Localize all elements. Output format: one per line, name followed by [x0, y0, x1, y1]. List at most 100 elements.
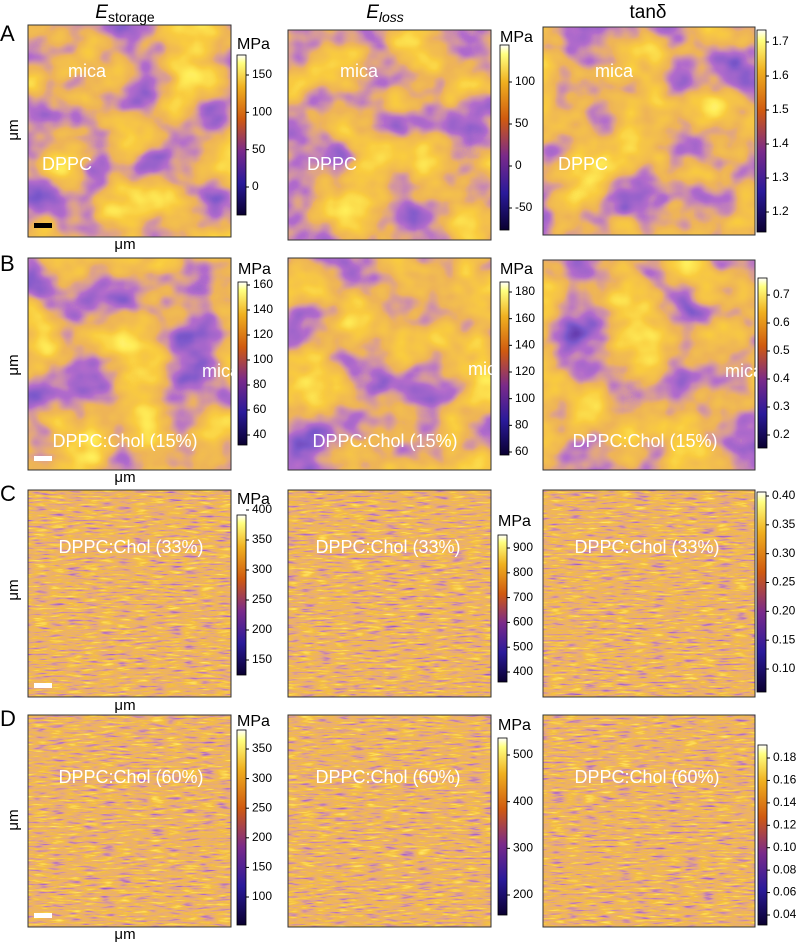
colorbar-tick-label: 150 [252, 652, 272, 666]
colorbar-tick-label: 1.3 [772, 170, 789, 184]
colorbar-tick-label: 0.15 [772, 632, 796, 646]
image-label: mica [725, 361, 764, 381]
colorbar [757, 744, 768, 926]
colorbar-tick-label: 1.6 [772, 68, 789, 82]
y-axis-label: μm [5, 579, 22, 600]
image-frame [287, 257, 492, 471]
colorbar-tick-label: 0 [252, 179, 259, 193]
y-axis-label: μm [5, 809, 22, 830]
afm-image [288, 490, 491, 697]
colorbar-tick-label: 900 [513, 540, 533, 554]
colorbar-tick-label: 100 [252, 105, 272, 119]
y-axis-label: μm [5, 354, 22, 375]
colorbar-tick-label: 300 [513, 841, 533, 855]
colorbar-tick-label: 200 [252, 622, 272, 636]
panel-letter: B [0, 251, 15, 276]
colorbar-tick-label: 0.18 [773, 750, 797, 764]
colorbar-unit: MPa [237, 36, 270, 53]
colorbar-tick-label: 140 [515, 338, 535, 352]
image-frame [287, 489, 492, 698]
image-label: DPPC:Chol (60%) [58, 767, 203, 787]
colorbar [236, 54, 247, 216]
afm-image [28, 715, 231, 927]
afm-image [28, 490, 231, 697]
colorbar-tick-label: 160 [515, 311, 535, 325]
colorbar-tick-label: 0.04 [773, 907, 797, 921]
colorbar-unit: MPa [500, 29, 533, 46]
image-frame [27, 714, 232, 928]
image-frame [287, 29, 492, 241]
column-header: Estorage [95, 2, 155, 25]
colorbar-tick-label: 500 [513, 747, 533, 761]
image-label: DPPC:Chol (15%) [572, 431, 717, 451]
image-label: mica [595, 61, 634, 81]
colorbar-tick-label: 0.3 [773, 399, 790, 413]
colorbar-tick-label: 0.10 [773, 840, 797, 854]
y-axis-label: μm [5, 119, 22, 140]
colorbar-tick-label: 1.2 [772, 204, 789, 218]
afm-image [543, 490, 755, 697]
image-label: mica [68, 61, 107, 81]
image-label: DPPC:Chol (15%) [52, 431, 197, 451]
image-frame [27, 489, 232, 698]
colorbar-tick-label: 60 [253, 402, 267, 416]
colorbar-tick-label: 140 [253, 302, 273, 316]
image-label: DPPC:Chol (33%) [58, 537, 203, 557]
image-frame [27, 257, 232, 471]
x-axis-label: μm [114, 926, 135, 943]
image-frame [287, 714, 492, 928]
colorbar-tick-label: 0.12 [773, 817, 797, 831]
image-label: DPPC [307, 154, 357, 174]
colorbar-unit: MPa [498, 513, 531, 530]
x-axis-label: μm [114, 236, 135, 253]
header-text: tanδ [630, 2, 667, 23]
colorbar-tick-label: 0.25 [772, 575, 796, 589]
afm-image [288, 30, 491, 240]
colorbar-tick-label: 0.30 [772, 546, 796, 560]
header-base: E [95, 2, 108, 23]
colorbar-tick-label: 40 [253, 427, 267, 441]
colorbar-tick-label: 1.7 [772, 34, 789, 48]
image-frame [542, 26, 756, 236]
x-axis-label: μm [114, 469, 135, 486]
afm-image [28, 258, 231, 470]
image-label: mica [340, 61, 379, 81]
panel-letter: A [0, 21, 15, 46]
colorbar-tick-label: 0.5 [773, 343, 790, 357]
image-frame [27, 24, 232, 238]
colorbar-tick-label: 80 [515, 418, 529, 432]
header-sub: storage [108, 9, 155, 25]
image-label: DPPC:Chol (15%) [312, 431, 457, 451]
scale-bar [34, 223, 52, 228]
scale-bar [34, 913, 52, 918]
colorbar-tick-label: 120 [253, 327, 273, 341]
colorbar-tick-label: -50 [515, 200, 533, 214]
colorbar-tick-label: 100 [253, 352, 273, 366]
colorbar-tick-label: 250 [252, 800, 272, 814]
colorbar-tick-label: 0.2 [773, 427, 790, 441]
column-header: tanδ [630, 2, 667, 23]
image-label: DPPC:Chol (33%) [574, 537, 719, 557]
colorbar-tick-label: 80 [253, 377, 267, 391]
afm-image [543, 715, 755, 927]
colorbar-tick-label: 1.5 [772, 102, 789, 116]
panel-letter: D [0, 706, 16, 731]
colorbar [499, 281, 510, 456]
colorbar-tick-label: 60 [515, 444, 529, 458]
colorbar-tick-label: 0.10 [772, 661, 796, 675]
column-header: Eloss [366, 2, 404, 25]
image-label: DPPC:Chol (60%) [315, 767, 460, 787]
afm-image [288, 258, 491, 470]
header-sub: loss [379, 9, 404, 25]
image-frame [542, 259, 756, 471]
colorbar-tick-label: 0.20 [772, 604, 796, 618]
colorbar-unit: MPa [498, 717, 531, 734]
colorbar-tick-label: 0.6 [773, 315, 790, 329]
colorbar-tick-label: 100 [515, 391, 535, 405]
colorbar-tick-label: 150 [252, 860, 272, 874]
colorbar-tick-label: 200 [513, 887, 533, 901]
scale-bar [34, 456, 52, 461]
colorbar-tick-label: 0.16 [773, 773, 797, 787]
colorbar-unit: MPa [237, 713, 270, 730]
